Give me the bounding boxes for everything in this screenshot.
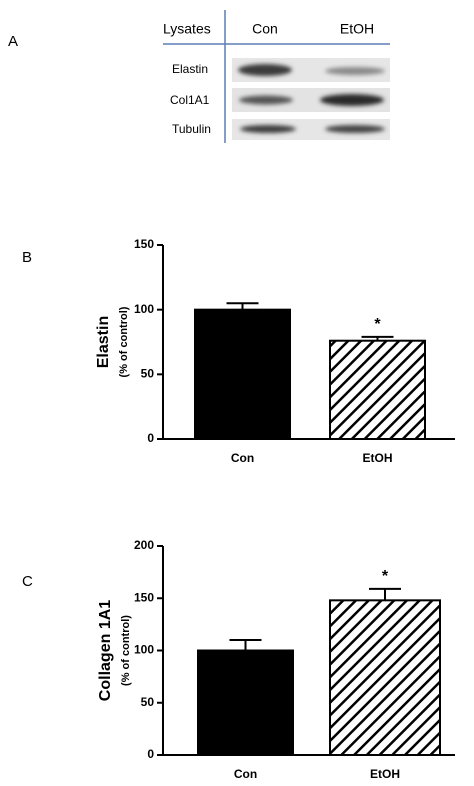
bar — [329, 339, 426, 440]
blot-image — [232, 58, 390, 140]
y-tick-label: 50 — [141, 367, 155, 381]
blot-header: Lysates — [163, 21, 211, 37]
row-label: Elastin — [172, 62, 208, 76]
bar — [197, 649, 294, 756]
lane-label: EtOH — [340, 21, 374, 37]
y-axis-title: Collagen 1A1 — [97, 600, 114, 701]
x-tick-label: Con — [234, 767, 257, 781]
y-tick-label: 50 — [141, 695, 155, 709]
x-tick-label: EtOH — [363, 451, 393, 465]
y-tick-label: 150 — [134, 237, 154, 251]
row-label: Tubulin — [172, 122, 211, 136]
significance-mark: * — [374, 316, 381, 333]
panel-label: B — [22, 249, 32, 266]
x-tick-label: Con — [231, 451, 254, 465]
y-axis-subtitle: (% of control) — [120, 615, 132, 686]
bar — [194, 308, 291, 440]
y-tick-label: 100 — [134, 643, 154, 657]
y-axis-subtitle: (% of control) — [118, 306, 130, 377]
y-tick-label: 0 — [147, 747, 154, 761]
y-tick-label: 200 — [134, 538, 154, 552]
lane-label: Con — [252, 21, 278, 37]
y-axis-title: Elastin — [95, 316, 112, 368]
y-tick-label: 150 — [134, 590, 154, 604]
significance-mark: * — [382, 568, 389, 585]
panel-label: C — [22, 573, 33, 590]
bar — [329, 599, 441, 757]
row-label: Col1A1 — [170, 93, 210, 107]
x-tick-label: EtOH — [370, 767, 400, 781]
panel-label: A — [8, 33, 18, 50]
y-tick-label: 100 — [134, 302, 154, 316]
y-tick-label: 0 — [147, 431, 154, 445]
